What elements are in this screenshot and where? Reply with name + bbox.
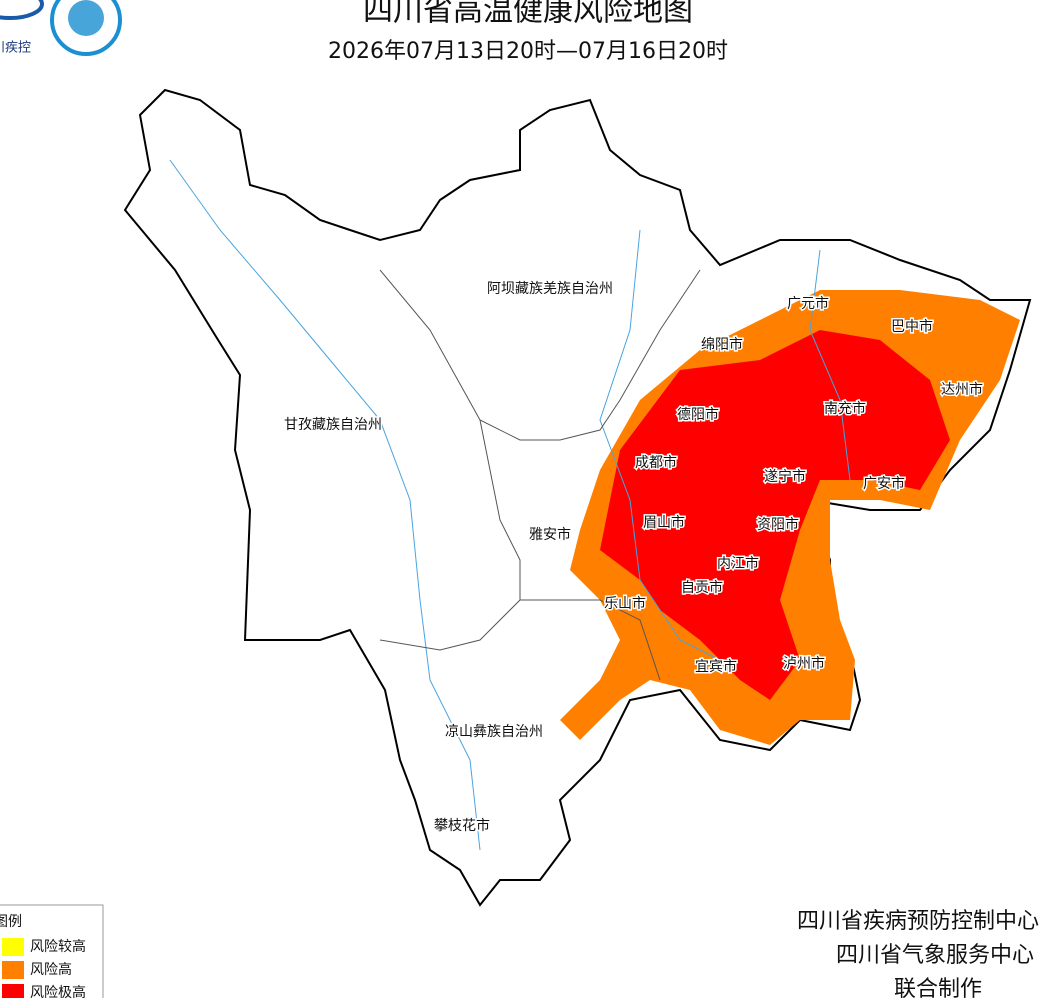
region-label: 资阳市 bbox=[757, 516, 799, 533]
region-label: 德阳市 bbox=[677, 406, 719, 423]
legend-swatch bbox=[2, 961, 24, 979]
river bbox=[169, 159, 481, 851]
region-label: 甘孜藏族自治州 bbox=[284, 417, 382, 433]
region-label: 内江市 bbox=[717, 555, 759, 572]
region-label: 雅安市 bbox=[529, 526, 571, 543]
boundary bbox=[379, 269, 701, 441]
region-label: 绵阳市 bbox=[701, 336, 743, 353]
subtitle: 2026年07月13日20时—07月16日20时 bbox=[328, 39, 728, 64]
boundary bbox=[520, 599, 661, 681]
region-label: 巴中市 bbox=[891, 318, 933, 335]
region-label: 成都市 bbox=[635, 454, 677, 471]
legend-label: 风险较高 bbox=[30, 938, 86, 955]
region-label: 乐山市 bbox=[604, 595, 646, 612]
region-label: 泸州市 bbox=[783, 655, 825, 672]
logo-inner bbox=[68, 0, 104, 36]
footer-line: 联合制作 bbox=[894, 977, 982, 998]
logo-text: 川疾控 bbox=[0, 41, 31, 56]
risk-extreme-area bbox=[600, 330, 950, 700]
region-label: 达州市 bbox=[941, 381, 983, 398]
legend-swatch bbox=[2, 938, 24, 956]
logo-cdc bbox=[0, 0, 44, 20]
region-label: 遂宁市 bbox=[764, 468, 806, 485]
region-label: 广安市 bbox=[863, 475, 905, 492]
legend-title: 图例 bbox=[0, 914, 22, 930]
region-label: 攀枝花市 bbox=[434, 817, 490, 834]
region-label: 自贡市 bbox=[681, 579, 723, 596]
region-label: 南充市 bbox=[824, 400, 866, 417]
logo-circle bbox=[50, 0, 122, 56]
river bbox=[809, 249, 851, 481]
region-label: 宜宾市 bbox=[695, 658, 737, 675]
legend-label: 风险极高 bbox=[30, 984, 86, 998]
river bbox=[599, 229, 721, 661]
region-label: 眉山市 bbox=[643, 514, 685, 531]
footer-line: 四川省气象服务中心 bbox=[836, 943, 1034, 968]
legend-swatch bbox=[2, 984, 24, 998]
footer-line: 四川省疾病预防控制中心 bbox=[797, 909, 1039, 934]
region-label: 阿坝藏族羌族自治州 bbox=[487, 281, 613, 297]
region-label: 广元市 bbox=[787, 295, 829, 312]
logo: 川疾控 bbox=[0, 0, 122, 56]
legend-label: 风险高 bbox=[30, 961, 72, 978]
region-label: 凉山彝族自治州 bbox=[445, 724, 543, 740]
title: 四川省高温健康风险地图 bbox=[363, 0, 693, 29]
